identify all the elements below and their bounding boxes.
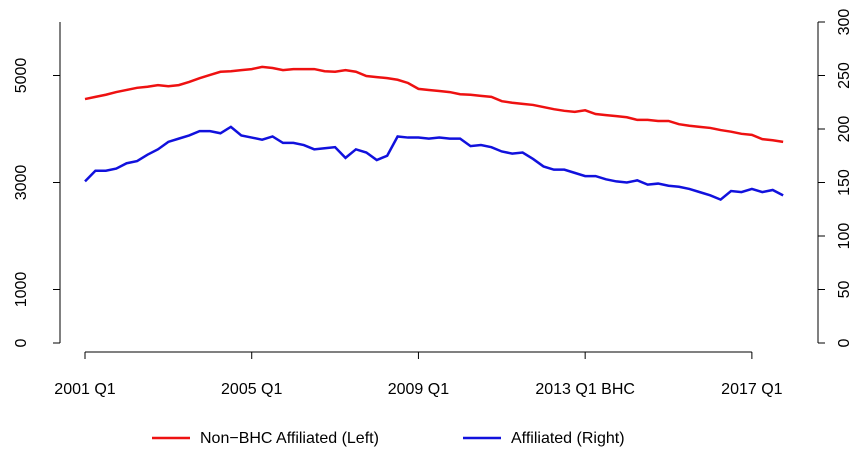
data-line xyxy=(84,65,784,144)
y-tick-label: 3000 xyxy=(13,165,30,201)
x-tick-label: 2001 Q1 xyxy=(54,381,115,398)
x-tick-label: 2009 Q1 xyxy=(388,381,449,398)
y2-tick-label: 250 xyxy=(836,62,853,89)
y-tick-label: 1000 xyxy=(13,272,30,308)
y2-tick-label: 0 xyxy=(836,338,853,347)
y2-tick-label: 200 xyxy=(836,116,853,143)
y2-tick-label: 100 xyxy=(836,223,853,250)
x-tick-label: 2017 Q1 xyxy=(721,381,782,398)
legend-label: Affiliated (Right) xyxy=(511,430,625,447)
y2-tick-label: 50 xyxy=(836,281,853,299)
x-tick-label: 2013 Q1 BHC xyxy=(535,381,635,398)
data-line xyxy=(84,125,784,202)
y-tick-label: 5000 xyxy=(13,58,30,94)
y-tick-label: 0 xyxy=(13,338,30,347)
x-tick-label: 2005 Q1 xyxy=(221,381,282,398)
y2-tick-label: 300 xyxy=(836,9,853,36)
y2-tick-label: 150 xyxy=(836,169,853,196)
legend-label: Non−BHC Affiliated (Left) xyxy=(200,430,379,447)
